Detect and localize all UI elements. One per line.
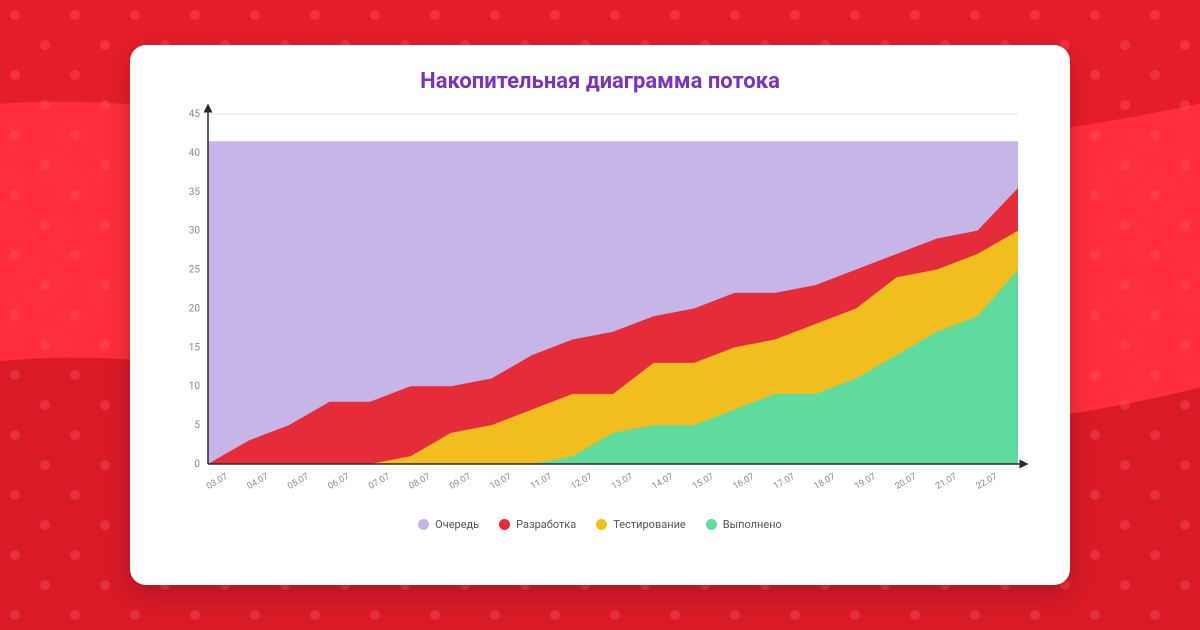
xlabel: 17.07 bbox=[772, 472, 797, 492]
xlabel: 05.07 bbox=[286, 472, 311, 492]
chart-area: 0 5 10 15 20 25 30 35 40 45 03.07 04.07 05.07 06.07 07… bbox=[168, 104, 1038, 504]
legend-item: Очередь bbox=[418, 518, 479, 531]
legend-swatch bbox=[499, 519, 510, 530]
svg-text:45: 45 bbox=[189, 109, 201, 120]
svg-text:10: 10 bbox=[189, 381, 201, 392]
xlabel: 12.07 bbox=[570, 472, 595, 492]
xlabel: 18.07 bbox=[813, 472, 838, 492]
xlabel: 16.07 bbox=[732, 472, 757, 492]
xlabel: 13.07 bbox=[610, 472, 635, 492]
legend-item: Разработка bbox=[499, 518, 576, 531]
svg-text:40: 40 bbox=[189, 148, 201, 159]
legend-label: Очередь bbox=[435, 518, 479, 531]
xlabel: 07.07 bbox=[367, 472, 392, 492]
legend-label: Разработка bbox=[516, 518, 576, 531]
xlabel: 21.07 bbox=[934, 472, 959, 492]
legend: Очередь Разработка Тестирование Выполнено bbox=[160, 518, 1040, 533]
svg-text:20: 20 bbox=[189, 303, 201, 314]
xlabel: 15.07 bbox=[691, 472, 716, 492]
xlabel: 19.07 bbox=[853, 472, 878, 492]
svg-text:15: 15 bbox=[189, 342, 201, 353]
chart-card: Накопительная диаграмма потока 0 5 10 15 20 2… bbox=[130, 45, 1070, 585]
xlabel: 08.07 bbox=[408, 472, 433, 492]
legend-label: Тестирование bbox=[613, 518, 686, 531]
xlabel: 04.07 bbox=[246, 472, 271, 492]
legend-label: Выполнено bbox=[723, 518, 782, 531]
svg-text:0: 0 bbox=[194, 459, 200, 470]
legend-item: Тестирование bbox=[596, 518, 686, 531]
svg-text:30: 30 bbox=[189, 226, 201, 237]
xlabel: 22.07 bbox=[975, 472, 1000, 492]
legend-swatch bbox=[706, 519, 717, 530]
legend-swatch bbox=[596, 519, 607, 530]
xlabel: 14.07 bbox=[651, 472, 676, 492]
xlabel: 03.07 bbox=[205, 472, 230, 492]
svg-text:25: 25 bbox=[189, 265, 201, 276]
xlabel: 09.07 bbox=[448, 472, 473, 492]
svg-text:35: 35 bbox=[189, 187, 201, 198]
chart-title: Накопительная диаграмма потока bbox=[160, 69, 1040, 94]
xlabel: 20.07 bbox=[894, 472, 919, 492]
legend-swatch bbox=[418, 519, 429, 530]
xlabel: 10.07 bbox=[489, 472, 514, 492]
xlabel: 11.07 bbox=[529, 472, 554, 492]
svg-text:5: 5 bbox=[194, 420, 200, 431]
xlabel: 06.07 bbox=[327, 472, 352, 492]
legend-item: Выполнено bbox=[706, 518, 782, 531]
